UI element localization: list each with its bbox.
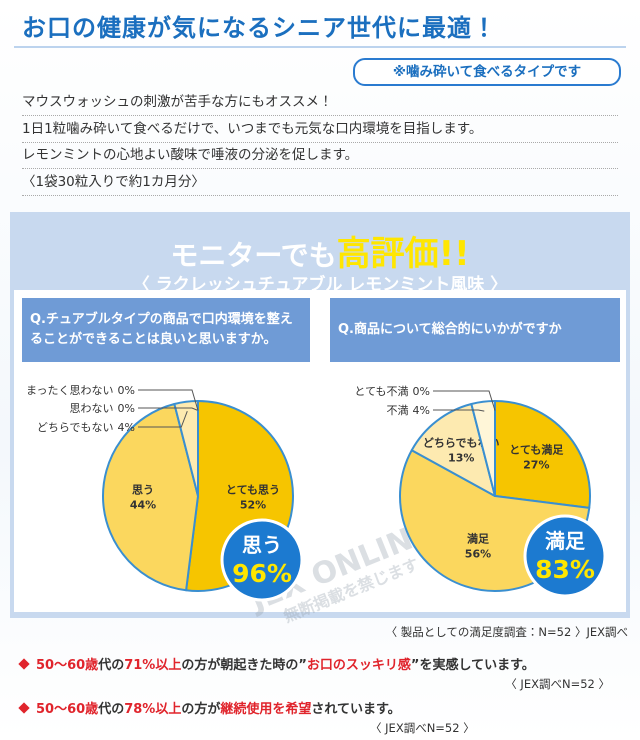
- bullet-marker: [18, 702, 30, 714]
- bullet-text: 代の: [98, 658, 125, 673]
- bullet-text: お口のスッキリ感: [306, 658, 411, 673]
- bullet-text: を実感しています。: [419, 658, 535, 673]
- bullet-text: 継続使用を希望: [220, 702, 312, 717]
- description-line: 〈1袋30粒入りで約1カ月分〉: [22, 170, 618, 196]
- bullet: 50〜60歳代の78%以上の方が継続使用を希望されています。: [14, 698, 401, 717]
- bullet: 50〜60歳代の71%以上の方が朝起きた時の”お口のスッキリ感”を実感しています…: [14, 654, 535, 673]
- survey-note: 〈 製品としての満足度調査：N=52 〉JEX調べ: [385, 625, 628, 639]
- title-rule: [14, 46, 626, 48]
- panel-heading: モニターでも高評価!!: [10, 226, 630, 275]
- bullet-marker: [18, 658, 30, 670]
- question: Q.商品について総合的にいかがですか: [330, 298, 620, 362]
- page-title: お口の健康が気になるシニア世代に最適！: [22, 14, 497, 42]
- survey-panel: モニターでも高評価!! 〈 ラクレッシュチュアブル レモンミント風味 〉: [10, 212, 630, 618]
- description-line: レモンミントの心地よい酸味で唾液の分泌を促します。: [22, 143, 618, 169]
- bullet-text: ”: [410, 658, 420, 673]
- heading-text: モニターでも: [170, 239, 337, 272]
- description-line: マウスウォッシュの刺激が苦手な方にもオススメ！: [22, 90, 618, 116]
- bullet-text: ”: [298, 658, 307, 673]
- badge: ※噛み砕いて食べるタイプです: [353, 58, 621, 86]
- bullet-text: 50〜60歳: [36, 658, 99, 673]
- description-line: 1日1粒噛み砕いて食べるだけで、いつまでも元気な口内環境を目指します。: [22, 117, 618, 143]
- question: Q.チュアブルタイプの商品で口内環境を整えることができることは良いと思いますか。: [22, 298, 310, 362]
- bullet-text: 78%以上: [124, 702, 182, 717]
- bullet-text: 代の: [98, 702, 125, 717]
- source: 〈 JEX調べN=52 〉: [370, 721, 475, 735]
- bullet-text: 71%以上: [124, 658, 182, 673]
- source: 〈 JEX調べN=52 〉: [505, 677, 610, 691]
- bullet-text: 50〜60歳: [36, 702, 99, 717]
- heading-highlight: 高評価!!: [336, 234, 470, 274]
- bullet-text: の方が朝起きた時の: [181, 658, 299, 673]
- bullet-text: されています。: [311, 702, 401, 717]
- bullet-text: の方が: [181, 702, 221, 717]
